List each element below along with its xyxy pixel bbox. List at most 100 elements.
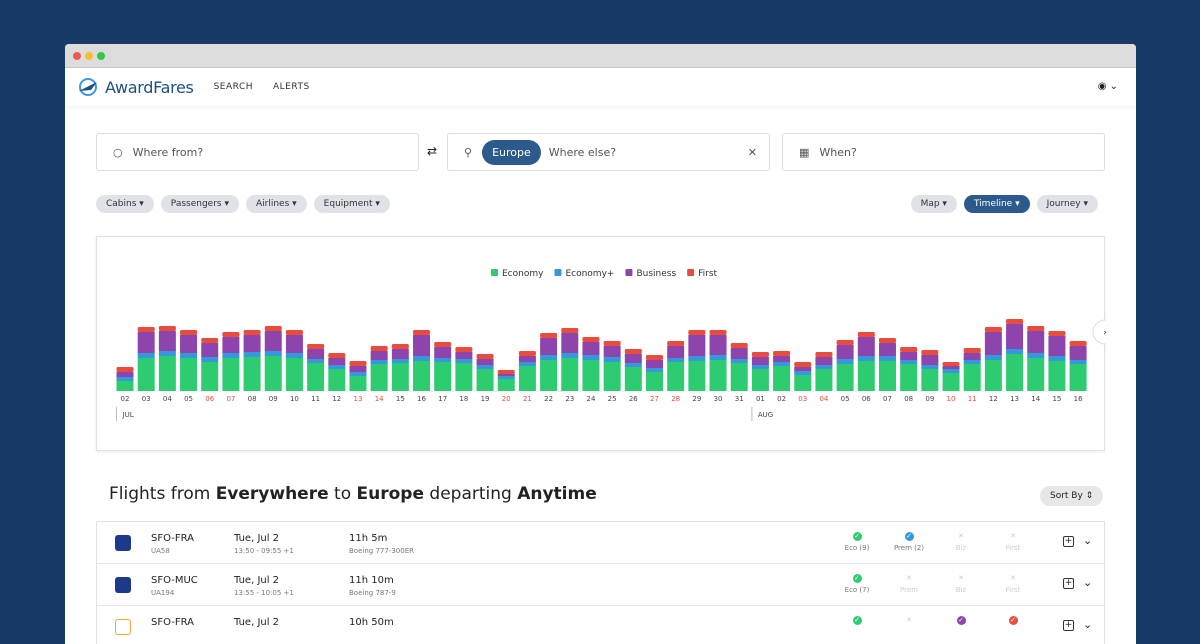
view-pill[interactable]: Timeline ▾ (963, 195, 1030, 213)
cross-icon: ✕ (906, 616, 912, 624)
bar-segment (264, 351, 282, 356)
x-tick-label: 02 (777, 395, 786, 403)
bar-segment (180, 358, 198, 391)
bar-segment (984, 332, 1002, 355)
aircraft: Boeing 787-9 (349, 589, 396, 597)
x-tick-label: 12 (332, 395, 341, 403)
aircraft: Boeing 777-300ER (349, 547, 414, 555)
bar-segment (836, 359, 854, 364)
x-tick-label: 24 (586, 395, 595, 403)
filter-pill[interactable]: Cabins ▾ (96, 195, 154, 213)
view-pill[interactable]: Journey ▾ (1036, 195, 1098, 213)
bar-segment (836, 364, 854, 391)
expand[interactable]: ⌄ (1083, 618, 1093, 631)
results-list: SFO-FRA UA58 Tue, Jul 2 13:50 - 09:55 +1 11h… (96, 521, 1105, 644)
user-menu[interactable]: ◉ ⌄ (1097, 81, 1118, 92)
cabin-status: ✓ (941, 616, 981, 628)
chip[interactable]: Europe (482, 139, 541, 165)
filter-pill[interactable]: Equipment ▾ (313, 195, 390, 213)
filter-pill[interactable]: Airlines ▾ (245, 195, 307, 213)
expand[interactable]: ⌄ (1083, 576, 1093, 589)
bar-segment (497, 376, 515, 379)
flight-row[interactable]: SFO-MUC UA194 Tue, Jul 2 13:55 - 10:05 +1 11… (97, 564, 1104, 606)
clear[interactable]: ✕ (747, 145, 757, 159)
sort-button[interactable]: Sort By ⇕ (1040, 486, 1104, 506)
x-tick-label: 09 (269, 395, 278, 403)
nav-link[interactable]: ALERTS (273, 82, 310, 92)
to-input[interactable]: ⚲ Europe Where else? ✕ (447, 133, 770, 171)
bar-segment (1048, 336, 1066, 356)
close-dot[interactable] (73, 52, 81, 60)
bar-segment (730, 363, 748, 391)
bar-segment (646, 355, 663, 360)
bar-segment (285, 353, 303, 358)
brand[interactable]: AwardFares (105, 77, 194, 97)
bar-segment (1027, 326, 1045, 331)
swap-button[interactable]: ⇄ (427, 144, 438, 158)
bar-segment (243, 352, 261, 357)
x-tick-label: 03 (142, 395, 151, 403)
bar-segment (540, 360, 558, 391)
x-tick-label: 14 (1031, 395, 1040, 403)
bar-segment (518, 351, 536, 356)
bar-segment (391, 363, 409, 391)
cabin-status: ✕ Biz (941, 532, 981, 552)
nav-link[interactable]: SEARCH (213, 82, 254, 92)
bar-segment (836, 340, 854, 345)
bar-segment (391, 359, 409, 363)
bar-segment (349, 376, 367, 391)
add-button[interactable]: + (1063, 536, 1074, 547)
t: Europe (356, 484, 424, 504)
flight-row[interactable]: SFO-FRA UA58 Tue, Jul 2 13:50 - 09:55 +1 11h… (97, 522, 1104, 564)
x-tick-label: 08 (248, 395, 257, 403)
bar-segment (137, 358, 155, 391)
view-pill[interactable]: Map ▾ (910, 195, 957, 213)
bar-segment (349, 366, 367, 372)
bar-segment (391, 349, 409, 359)
x-tick-label: 15 (1052, 395, 1061, 403)
add-button[interactable]: + (1063, 620, 1074, 631)
flight-row[interactable]: SFO-FRA Tue, Jul 2 10h 50m ✓ ✕ ✓ ✓ + ⌄ (97, 606, 1104, 644)
bar-segment (518, 356, 536, 362)
cabin-label: Biz (955, 586, 967, 594)
bar-segment (794, 375, 812, 391)
bar-segment (667, 362, 685, 391)
max-dot[interactable] (97, 52, 105, 60)
cabin-status: ✕ First (993, 532, 1033, 552)
bar-segment (158, 331, 176, 351)
filter-pill[interactable]: Passengers ▾ (160, 195, 239, 213)
add-button[interactable]: + (1063, 578, 1074, 589)
bar-segment (201, 357, 219, 362)
bar-segment (137, 332, 155, 353)
check-icon: ✓ (852, 532, 862, 541)
from-input[interactable]: ○ Where from? (96, 133, 419, 171)
bar-segment (878, 343, 896, 356)
page: AwardFares SEARCH ALERTS ◉ ⌄ ○ Where from… (65, 44, 1136, 644)
min-dot[interactable] (85, 52, 93, 60)
legend-label: First (698, 269, 717, 279)
t: to (328, 484, 357, 504)
bar-segment (434, 362, 452, 391)
bar-segment (413, 335, 431, 356)
bar-segment (1027, 331, 1045, 353)
expand[interactable]: ⌄ (1083, 534, 1093, 547)
bar-segment (667, 341, 685, 346)
times: 13:55 - 10:05 +1 (234, 589, 294, 597)
results-heading: Flights from Everywhere to Europe depart… (109, 484, 597, 504)
route: SFO-FRA (151, 617, 194, 628)
bar-segment (391, 344, 409, 349)
when-input[interactable]: ▦ When? (782, 133, 1105, 171)
bar-segment (1006, 324, 1024, 349)
bar-segment (434, 347, 452, 358)
x-tick-label: 20 (502, 395, 511, 403)
bar-segment (201, 362, 219, 391)
cabin-status: ✓ Eco (7) (837, 574, 877, 594)
bar-segment (455, 347, 473, 352)
bar-segment (603, 346, 621, 357)
bar-segment (900, 352, 918, 360)
cabin-status: ✕ First (993, 574, 1033, 594)
bar-segment (878, 356, 896, 361)
bar-segment (328, 365, 346, 369)
bar-segment (730, 348, 748, 359)
x-tick-label: 12 (989, 395, 998, 403)
